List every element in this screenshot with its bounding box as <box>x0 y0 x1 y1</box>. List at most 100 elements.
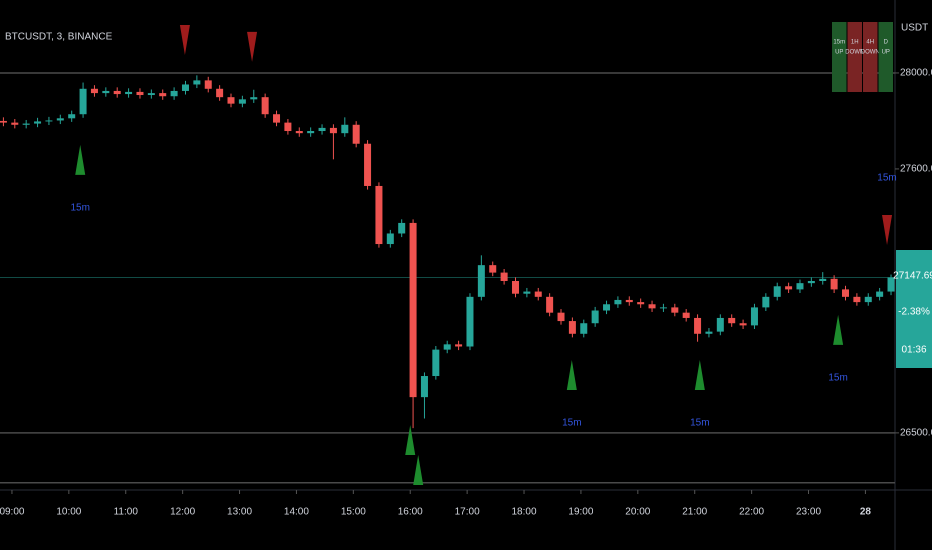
candle-body <box>534 291 542 297</box>
candle-body <box>807 280 815 284</box>
candle-body <box>477 265 485 297</box>
x-tick-label: 19:00 <box>568 507 593 518</box>
candle-body <box>250 97 258 100</box>
x-tick-label: 20:00 <box>625 507 650 518</box>
candle-body <box>352 124 360 144</box>
price-tag-countdown: 01:36 <box>901 345 926 356</box>
candle-body <box>637 302 645 305</box>
candle-body <box>432 349 440 377</box>
trend-box <box>878 22 893 92</box>
signal-arrow <box>75 144 86 175</box>
chart-title: BTCUSDT, 3, BINANCE <box>5 32 113 43</box>
trend-box <box>863 22 878 92</box>
signal-arrow <box>833 314 844 345</box>
trend-box <box>832 22 847 92</box>
candle-body <box>181 84 189 91</box>
candle-body <box>45 120 53 122</box>
signal-arrow <box>413 454 424 485</box>
trend-box <box>847 22 862 92</box>
axes: 09:00 10:00 11:00 12:00 13:00 14:00 15:00 16:00… <box>0 68 932 518</box>
trend-timeframe: D <box>884 40 889 46</box>
candle-body <box>864 296 872 303</box>
signal-arrow <box>405 424 416 455</box>
candle-body <box>113 90 121 95</box>
y-tick-label: 28000.00 <box>900 68 932 79</box>
candle-body <box>557 312 565 322</box>
candle-body <box>398 222 406 234</box>
candle-body <box>739 323 747 326</box>
candle-body <box>420 376 428 398</box>
signal-label: 15m <box>877 173 896 184</box>
candle-body <box>261 97 269 115</box>
signal-label: 15m <box>242 0 261 1</box>
candle-body <box>56 118 64 121</box>
candle-body <box>79 88 87 115</box>
candle-body <box>11 122 19 125</box>
signal-label: 15m <box>70 203 89 214</box>
candle-body <box>22 123 30 125</box>
candle-body <box>443 344 451 350</box>
candle-body <box>659 307 667 309</box>
candle-body <box>671 307 679 313</box>
candle-body <box>546 296 554 313</box>
x-tick-label: 13:00 <box>227 507 252 518</box>
signal-arrow <box>882 215 893 245</box>
x-tick-label: 28 <box>860 507 872 518</box>
candle-body <box>785 286 793 290</box>
candle-body <box>750 307 758 326</box>
candle-body <box>603 304 611 311</box>
trend-timeframe: 1H <box>851 40 859 46</box>
signal-label: 15m <box>690 418 709 429</box>
x-tick-label: 23:00 <box>796 507 821 518</box>
candle-body <box>853 296 861 303</box>
x-tick-label: 21:00 <box>682 507 707 518</box>
signal-label: 15m <box>828 372 847 383</box>
candle-body <box>90 88 98 94</box>
candle-body <box>102 90 110 94</box>
signals: 15m 15m 15m 15m 15m 15m <box>70 0 897 485</box>
candle-body <box>568 321 576 334</box>
candles <box>0 75 895 429</box>
signal-arrow <box>179 24 190 55</box>
currency-label: USDT <box>901 23 928 34</box>
candle-body <box>466 296 474 347</box>
candle-body <box>307 131 315 134</box>
price-tag <box>896 250 932 368</box>
candle-body <box>511 280 519 294</box>
candle-body <box>204 80 212 89</box>
candle-body <box>409 222 417 398</box>
candle-body <box>489 265 497 273</box>
candle-body <box>523 291 531 294</box>
x-tick-label: 09:00 <box>0 507 25 518</box>
candle-body <box>580 323 588 334</box>
trend-timeframe: 15m <box>833 40 845 46</box>
candle-body <box>68 114 76 119</box>
trend-timeframe: 4H <box>866 40 874 46</box>
candle-body <box>682 312 690 318</box>
trend-direction: UP <box>882 50 890 56</box>
candle-body <box>830 278 838 290</box>
candle-body <box>614 299 622 305</box>
candle-body <box>728 317 736 324</box>
candle-body <box>147 93 155 96</box>
candle-body <box>876 291 884 297</box>
candle-body <box>386 233 394 245</box>
x-tick-label: 12:00 <box>170 507 195 518</box>
candle-body <box>329 127 337 134</box>
candle-body <box>694 317 702 334</box>
trend-direction: DOWN <box>845 50 864 56</box>
levels <box>0 72 895 484</box>
candle-body <box>364 143 372 186</box>
candle-body <box>170 90 178 97</box>
x-tick-label: 22:00 <box>739 507 764 518</box>
signal-arrow <box>694 359 705 390</box>
candle-body <box>341 124 349 134</box>
candle-body <box>648 304 656 309</box>
x-tick-label: 16:00 <box>398 507 423 518</box>
candle-body <box>216 88 224 98</box>
candle-body <box>159 93 167 97</box>
candle-body <box>295 131 303 134</box>
